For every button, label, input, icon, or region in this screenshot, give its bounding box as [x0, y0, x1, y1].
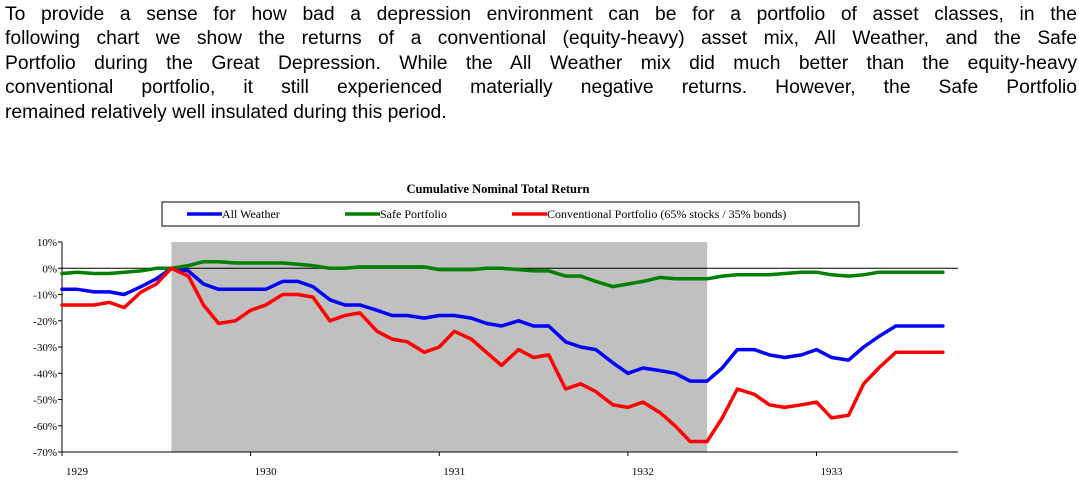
intro-line-5: remained relatively well insulated durin…	[5, 101, 447, 123]
legend: All Weather Safe Portfolio Conventional Po…	[161, 201, 860, 227]
x-tick-label: 1932	[632, 466, 654, 478]
y-tick-label: 0%	[42, 263, 57, 275]
all-weather-line	[60, 266, 945, 383]
y-tick-label: -50%	[33, 395, 57, 407]
conventional-portfolio-line	[60, 266, 945, 444]
safe-portfolio-line	[60, 259, 945, 289]
legend-box	[161, 201, 860, 227]
x-tick-label: 1931	[443, 466, 465, 478]
y-tick-label: -60%	[33, 421, 57, 433]
legend-safe-portfolio-label: Safe Portfolio	[380, 207, 447, 221]
intro-line-4: conventional portfolio, it still experie…	[5, 77, 1077, 99]
y-tick-label: -70%	[33, 447, 57, 459]
y-tick-label: -40%	[33, 368, 57, 380]
intro-line-1: To provide a sense for how bad a depress…	[5, 4, 1077, 25]
chart-title: Cumulative Nominal Total Return	[406, 182, 589, 196]
intro-paragraph: To provide a sense for how bad a depress…	[5, 3, 1077, 125]
x-tick-label: 1933	[821, 466, 844, 478]
intro-line-3: Portfolio during the Great Depression. W…	[5, 52, 1077, 74]
y-tick-label: 10%	[37, 237, 57, 249]
x-tick-label: 1929	[66, 466, 89, 478]
x-tick-label: 1930	[255, 466, 278, 478]
legend-conventional-portfolio-label: Conventional Portfolio (65% stocks / 35%…	[547, 207, 786, 221]
legend-all-weather-label: All Weather	[222, 207, 280, 221]
y-tick-label: -30%	[33, 342, 57, 354]
y-tick-label: -20%	[33, 316, 57, 328]
intro-line-2: following chart we show the returns of a…	[5, 28, 1077, 50]
y-tick-label: -10%	[33, 290, 57, 302]
